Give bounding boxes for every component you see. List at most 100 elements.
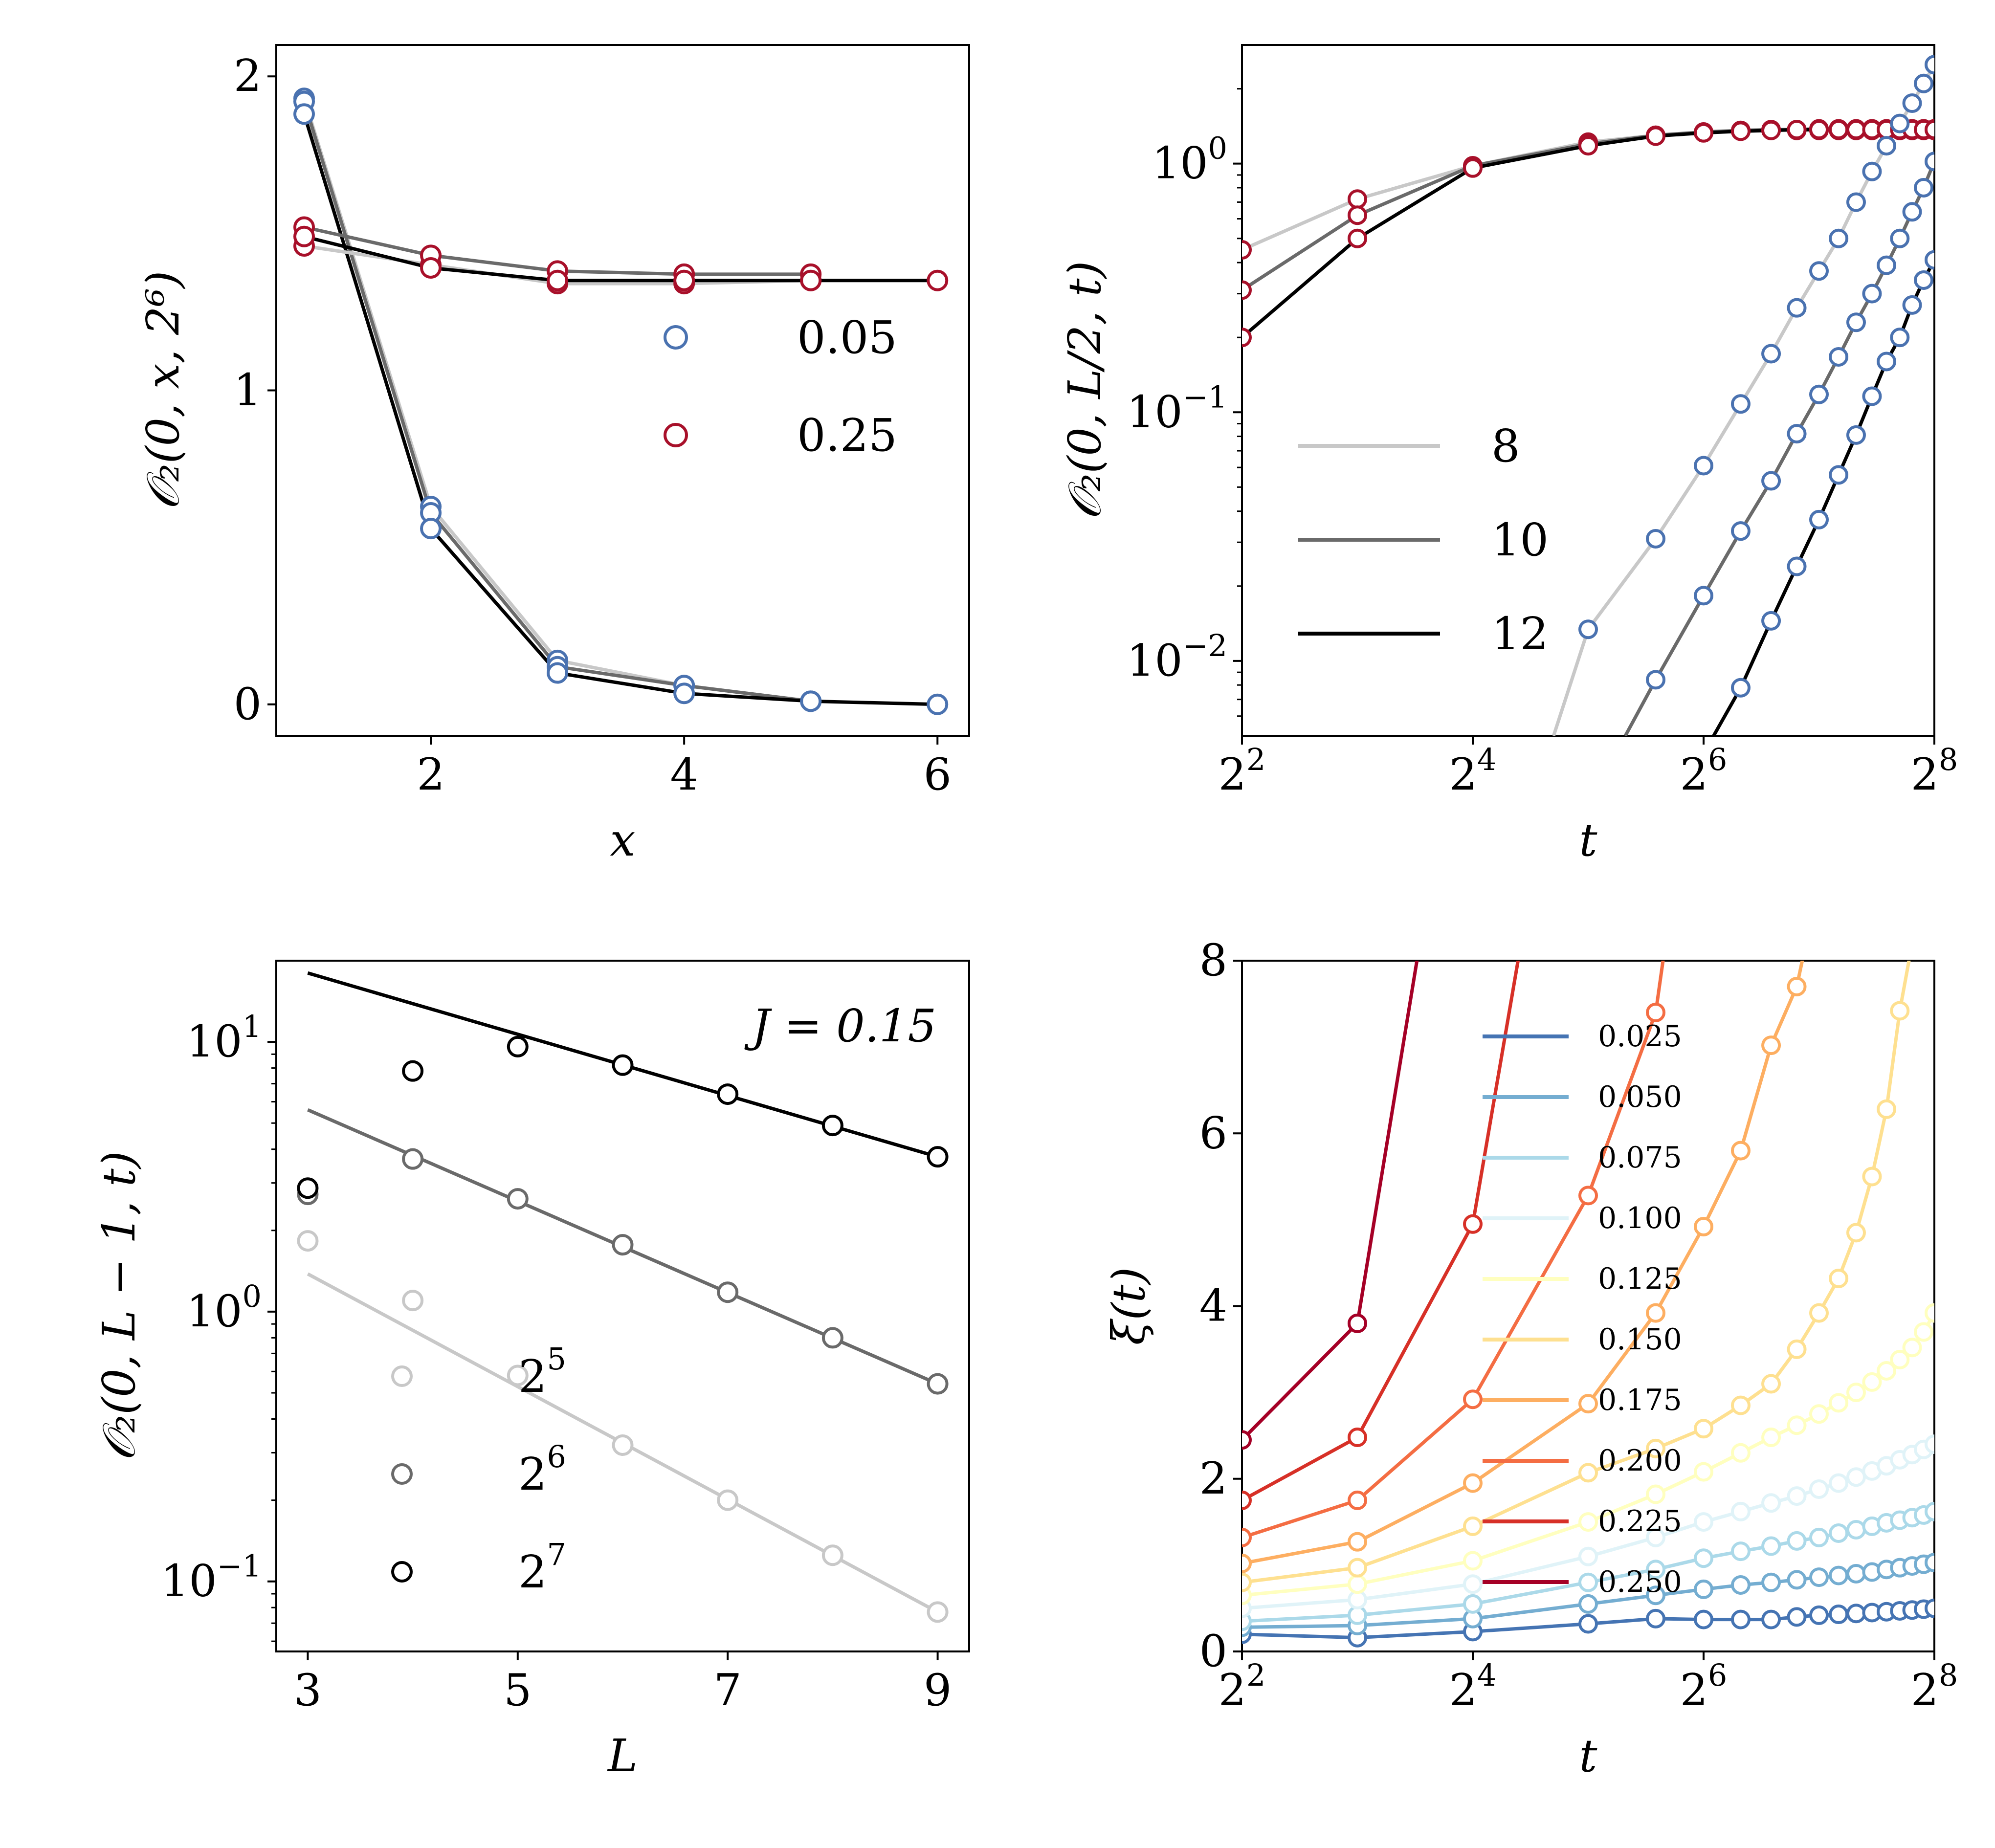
data-point-8 xyxy=(1242,1490,1252,1510)
data-point-4 xyxy=(1730,521,1751,541)
data-point-5 xyxy=(1846,1223,1866,1243)
data-point-3 xyxy=(1787,298,1807,318)
y-tick-label-exp: −1 xyxy=(1183,379,1227,415)
data-point-6 xyxy=(1730,1141,1751,1161)
data-point-5 xyxy=(1730,1395,1751,1415)
y-tick-label: 8 xyxy=(1199,935,1227,986)
series-line-1 xyxy=(302,101,811,703)
series-line-8 xyxy=(1242,961,1520,1502)
data-point-5 xyxy=(1694,1419,1713,1439)
data-point-3 xyxy=(1846,1467,1866,1487)
x-tick-label-exp: 4 xyxy=(1477,1657,1496,1693)
data-point-4 xyxy=(1846,1383,1866,1403)
data-point-2 xyxy=(1730,121,1751,141)
data-point-4 xyxy=(1862,1372,1882,1392)
data-point-2 xyxy=(927,693,949,715)
data-point-4 xyxy=(1925,152,1934,172)
data-point-5 xyxy=(1862,386,1882,406)
data-point-4 xyxy=(1902,202,1922,222)
data-point-1 xyxy=(1348,205,1367,225)
legend-label-1: 0.25 xyxy=(797,409,897,462)
data-point-0 xyxy=(821,1544,843,1566)
data-point-3 xyxy=(1877,136,1897,156)
legend-label-base: 2 xyxy=(518,1350,547,1403)
data-point-2 xyxy=(673,682,695,704)
y-tick-label-base: 10 xyxy=(186,1286,243,1337)
data-point-4 xyxy=(1787,1415,1807,1435)
data-point-2 xyxy=(1787,1531,1807,1551)
data-point-1 xyxy=(1925,1553,1934,1573)
legend-label-1: 26 xyxy=(518,1439,566,1500)
data-point-2 xyxy=(1829,1523,1849,1543)
x-tick-label-base: 2 xyxy=(1680,749,1708,800)
data-point-2 xyxy=(1809,1527,1829,1547)
x-tick-label-exp: 8 xyxy=(1939,1657,1958,1693)
data-point-3 xyxy=(1914,73,1934,93)
data-point-0 xyxy=(717,1489,739,1511)
data-point-8 xyxy=(1348,1427,1367,1447)
data-point-4 xyxy=(1809,1404,1829,1424)
data-point-1 xyxy=(1694,1579,1713,1599)
data-point-5 xyxy=(1877,352,1897,372)
x-tick-label-base: 2 xyxy=(1680,1665,1708,1716)
data-point-0 xyxy=(1925,1598,1934,1618)
plot-area xyxy=(1242,55,1934,736)
data-point-2 xyxy=(1846,120,1866,140)
data-point-0 xyxy=(927,1601,949,1623)
legend-label-3: 0.100 xyxy=(1598,1201,1682,1235)
data-point-1 xyxy=(1846,1564,1866,1584)
data-point-0 xyxy=(1646,1608,1666,1628)
data-point-2 xyxy=(1348,228,1367,248)
data-point-5 xyxy=(1463,1516,1483,1536)
data-point-2 xyxy=(821,1115,843,1137)
data-point-7 xyxy=(1646,1002,1666,1022)
data-point-5 xyxy=(1877,1099,1897,1119)
data-point-4 xyxy=(1646,670,1666,690)
data-point-0 xyxy=(297,1230,319,1252)
x-tick-label-base: 2 xyxy=(1911,1665,1939,1716)
data-point-3 xyxy=(1787,1486,1807,1506)
data-point-2 xyxy=(297,1177,319,1199)
y-tick-label-base: 10 xyxy=(1152,138,1208,189)
data-point-2 xyxy=(927,1146,949,1168)
y-axis-label: 𝒪₂(0, x, 2⁶) xyxy=(137,271,189,510)
data-point-2 xyxy=(1242,328,1252,348)
data-point-2 xyxy=(1578,136,1598,156)
data-point-6 xyxy=(1348,1532,1367,1552)
data-point-7 xyxy=(1463,1389,1483,1409)
data-point-0 xyxy=(1809,1605,1829,1625)
data-point-3 xyxy=(1694,456,1713,476)
legend-label-4: 0.125 xyxy=(1598,1262,1682,1296)
data-point-3 xyxy=(1694,1512,1713,1532)
x-tick-label-exp: 2 xyxy=(1246,742,1265,777)
legend-label-2: 27 xyxy=(518,1537,566,1598)
data-point-5 xyxy=(1646,1438,1666,1458)
x-tick-label: 9 xyxy=(924,1665,952,1716)
data-point-4 xyxy=(1578,1512,1598,1532)
y-tick-label: 0 xyxy=(234,679,262,730)
y-tick-label: 100 xyxy=(186,1278,262,1337)
legend-marker-2 xyxy=(391,1561,413,1583)
panel-top-left: 2 4 6 0 1 2 x 𝒪₂(0, x, 2⁶) 0.05 0.25 xyxy=(137,44,970,866)
data-point-4 xyxy=(1890,228,1910,248)
legend-label-2: 0.075 xyxy=(1598,1141,1682,1175)
legend-label-0: 25 xyxy=(518,1341,566,1403)
data-point-5 xyxy=(800,269,822,291)
data-point-3 xyxy=(1890,113,1910,133)
data-point-0 xyxy=(1846,1604,1866,1624)
x-tick-label: 26 xyxy=(1680,1657,1728,1716)
data-point-4 xyxy=(1787,424,1807,444)
y-tick-label-exp: −2 xyxy=(1183,628,1227,663)
panel-bottom-right: 22 24 26 2802468tξ(t)0.0250.0500.0750.1000.… xyxy=(1103,935,1958,1782)
legend-label-8: 0.225 xyxy=(1598,1504,1682,1539)
data-point-5 xyxy=(1809,1303,1829,1323)
x-tick-label: 24 xyxy=(1449,742,1497,800)
y-tick-label: 10−2 xyxy=(1127,628,1227,686)
x-tick-label-exp: 6 xyxy=(1708,742,1727,777)
data-point-9 xyxy=(1348,1313,1367,1333)
y-tick-label-base: 10 xyxy=(186,1016,243,1067)
data-point-2 xyxy=(1578,1572,1598,1592)
data-point-5 xyxy=(1890,328,1910,348)
data-point-5 xyxy=(1730,678,1751,698)
